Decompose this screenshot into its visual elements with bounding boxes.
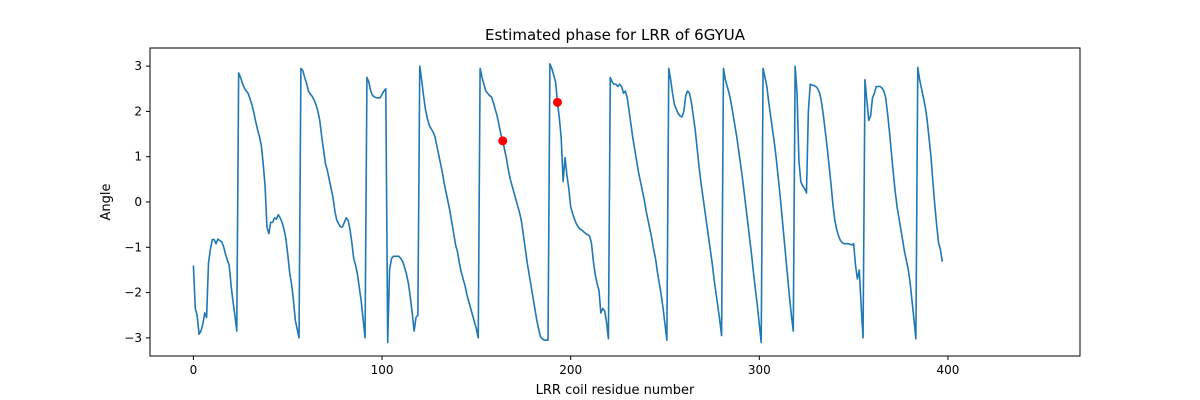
x-tick-label: 100: [371, 363, 394, 377]
highlight-point-1: [552, 97, 562, 107]
y-tick-label: −3: [124, 331, 142, 345]
y-tick-label: 0: [134, 195, 142, 209]
y-tick-label: 3: [134, 59, 142, 73]
x-tick-label: 300: [748, 363, 771, 377]
y-tick-label: −2: [124, 286, 142, 300]
x-axis-label: LRR coil residue number: [536, 383, 695, 398]
x-tick-label: 200: [559, 363, 582, 377]
marker-layer: [498, 97, 562, 146]
y-axis-label: Angle: [99, 184, 114, 221]
x-tick-label: 0: [190, 363, 198, 377]
y-tick-label: 2: [134, 104, 142, 118]
phase-line-series-0: [192, 63, 944, 344]
series-layer: [192, 63, 944, 344]
chart-title: Estimated phase for LRR of 6GYUA: [485, 26, 746, 44]
y-tick-label: 1: [134, 150, 142, 164]
plot-area: [150, 48, 1080, 356]
x-tick-label: 400: [936, 363, 959, 377]
y-axis: −3 −2 −1 0 1 2 3: [124, 59, 150, 345]
x-axis: 0 100 200 300 400: [190, 356, 959, 377]
highlight-point-0: [498, 136, 508, 146]
y-tick-label: −1: [124, 240, 142, 254]
